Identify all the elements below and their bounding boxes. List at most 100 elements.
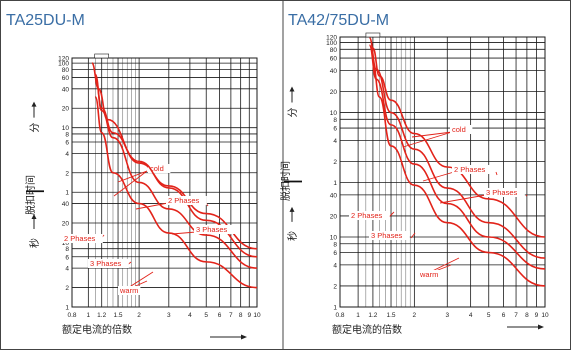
plot-border: [71, 57, 258, 308]
chart-title: TA25DU-M: [6, 12, 85, 29]
y-axis-label: 脱扣时间: [24, 175, 37, 215]
series-label: cold: [150, 164, 164, 173]
y-tick-label-min: 80: [62, 67, 70, 74]
x-tick-label: 7: [514, 312, 518, 319]
unit-arrow-up-2-head: [289, 206, 295, 212]
series-label-bg: [452, 165, 493, 174]
curve-3-phases: [94, 73, 258, 269]
series-label-bg: [349, 211, 390, 220]
series-label-leader: [495, 171, 498, 176]
series-label: 2 Phases: [454, 165, 486, 174]
x-tick-label: 1.2: [97, 312, 106, 319]
y-tick-label-min: 40: [62, 86, 70, 93]
y-tick-label-sec: 8: [333, 241, 337, 248]
y-tick-label-sec: 6: [65, 254, 69, 261]
series-label: warm: [419, 270, 438, 279]
y-tick-label-min: 1: [333, 180, 337, 187]
curve-cold: [94, 76, 258, 250]
series-label-bg: [418, 270, 441, 279]
y-tick-label-min: 10: [62, 125, 70, 132]
y-tick-label-min: 20: [330, 89, 338, 96]
curve-warm: [372, 62, 546, 287]
y-tick-label-min: 8: [333, 117, 337, 124]
y-tick-label-min: 10: [330, 110, 338, 117]
y-tick-label-sec: 4: [333, 262, 337, 269]
chart-title: TA42/75DU-M: [288, 12, 389, 29]
y-tick-label-sec: 10: [330, 235, 338, 242]
y-tick-label-min: 2: [65, 170, 69, 177]
y-unit-minutes: 分: [287, 108, 299, 118]
series-label-bg: [369, 231, 410, 240]
top-marker: [365, 32, 381, 38]
x-tick-label: 4: [469, 312, 473, 319]
series-label-bg: [194, 225, 235, 234]
y-unit-seconds: 秒: [286, 231, 299, 241]
y-tick-label-min: 6: [65, 139, 69, 146]
series-label-bg: [166, 196, 207, 205]
chart-panel-1: TA25DU-M0.8 1 1.2 1.5 2 3 4 5 6 7 8 9 10120100806040…: [6, 12, 261, 340]
x-tick-label: 1: [356, 312, 360, 319]
y-tick-label-min: 120: [58, 56, 69, 63]
series-label: 3 Phases: [371, 231, 403, 240]
series-label: cold: [452, 125, 466, 134]
x-tick-label: 6: [218, 312, 222, 319]
x-tick-label: 9: [535, 312, 539, 319]
y-tick-label-min: 2: [333, 159, 337, 166]
series-label: 3 Phases: [486, 188, 518, 197]
series-label-bg: [450, 125, 473, 134]
series-label: 2 Phases: [168, 196, 200, 205]
series-label-leader: [402, 131, 453, 148]
y-tick-label-min: 100: [58, 61, 69, 68]
y-tick-label-min: 40: [330, 68, 338, 75]
series-label-leader: [439, 194, 487, 204]
x-tick-label: 5: [204, 312, 208, 319]
x-tick-label: 1.5: [114, 312, 123, 319]
series-label-leader: [135, 202, 169, 210]
series-label-leader: [411, 131, 453, 138]
series-label-bg: [62, 234, 103, 243]
x-tick-label: 0.8: [67, 312, 76, 319]
chart-panel-2: TA42/75DU-M0.8 1 1.2 1.5 2 3 4 5 6 7 8 9 10120100806…: [279, 12, 549, 336]
x-tick-label: 1.2: [368, 312, 377, 319]
series-label: 3 Phases: [196, 225, 228, 234]
x-axis-label: 额定电流的倍数: [332, 323, 402, 336]
y-tick-label-min: 4: [333, 138, 337, 145]
x-tick-label: 4: [188, 312, 192, 319]
x-tick-label: 10: [253, 312, 261, 319]
series-label-bg: [88, 259, 129, 268]
series-label-bg: [484, 188, 525, 197]
unit-arrow-up-head: [31, 101, 37, 107]
y-tick-label-min: 8: [65, 131, 69, 138]
x-tick-label: 9: [247, 312, 251, 319]
y-tick-label-sec: 4: [65, 266, 69, 273]
x-tick-label: 1: [87, 312, 91, 319]
series-label-bg: [118, 286, 141, 295]
y-tick-label-min: 60: [62, 75, 70, 82]
top-marker: [94, 53, 109, 59]
y-tick-label-min: 6: [333, 126, 337, 133]
unit-arrow-up-2-head: [31, 214, 37, 220]
series-label: 2 Phases: [64, 234, 96, 243]
x-tick-label: 8: [525, 312, 529, 319]
y-unit-seconds: 秒: [28, 238, 41, 248]
y-tick-label-sec: 6: [333, 250, 337, 257]
x-tick-label: 2: [137, 312, 141, 319]
x-axis-arrow-head: [241, 334, 247, 340]
series-label-leader: [525, 194, 528, 197]
y-tick-label-min: 4: [65, 151, 69, 158]
x-tick-label: 2: [413, 312, 417, 319]
y-tick-label-sec: 20: [330, 213, 338, 220]
y-unit-minutes: 分: [29, 123, 41, 133]
x-tick-label: 3: [445, 312, 449, 319]
y-tick-label-sec: 40: [62, 201, 70, 208]
series-label-leader: [171, 231, 197, 235]
x-tick-label: 1.5: [386, 312, 395, 319]
y-tick-label-min: 120: [326, 35, 337, 42]
curve-warm: [94, 96, 258, 289]
x-tick-label: 5: [487, 312, 491, 319]
curve-cold: [372, 47, 546, 238]
series-label-leader: [113, 170, 148, 197]
series-label-leader: [410, 232, 416, 239]
y-tick-label-sec: 1: [333, 305, 337, 312]
